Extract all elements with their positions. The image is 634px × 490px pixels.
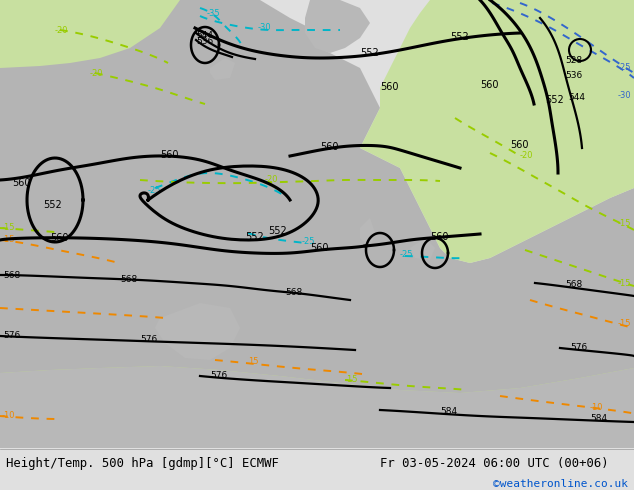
Text: 560: 560	[12, 178, 30, 188]
Text: 528: 528	[565, 56, 582, 65]
Text: 576: 576	[570, 343, 587, 352]
Text: 552: 552	[269, 226, 287, 236]
Text: 576: 576	[140, 335, 157, 344]
Text: -20: -20	[90, 69, 103, 78]
Polygon shape	[0, 366, 634, 448]
Polygon shape	[360, 218, 375, 248]
Text: -15: -15	[618, 279, 631, 288]
Text: 568: 568	[3, 271, 20, 280]
Text: 560: 560	[160, 150, 179, 160]
Text: 552: 552	[545, 95, 564, 105]
Text: 552: 552	[450, 32, 469, 42]
Text: 15: 15	[248, 357, 259, 366]
Text: 584: 584	[440, 407, 457, 416]
Text: 560: 560	[50, 233, 68, 243]
Polygon shape	[0, 366, 634, 448]
Text: 544: 544	[196, 31, 213, 40]
Text: 576: 576	[210, 371, 227, 380]
Text: 560: 560	[380, 82, 399, 92]
Text: 552: 552	[44, 200, 62, 210]
Text: 536: 536	[565, 71, 582, 80]
Text: 560: 560	[310, 243, 328, 253]
Polygon shape	[210, 58, 235, 80]
Text: -20: -20	[265, 175, 278, 184]
Polygon shape	[360, 0, 634, 263]
Text: 560: 560	[430, 232, 448, 242]
Text: -25: -25	[618, 63, 631, 72]
Text: -25: -25	[302, 237, 316, 246]
Text: 576: 576	[3, 331, 20, 340]
Text: -15: -15	[2, 223, 15, 232]
Text: -15: -15	[345, 375, 358, 384]
Text: 544: 544	[568, 93, 585, 102]
Text: -15: -15	[618, 319, 631, 328]
Text: -35: -35	[207, 9, 221, 18]
Text: Fr 03-05-2024 06:00 UTC (00+06): Fr 03-05-2024 06:00 UTC (00+06)	[380, 458, 609, 470]
Text: 560: 560	[510, 140, 529, 150]
Text: 560: 560	[480, 80, 498, 90]
Text: 552: 552	[360, 48, 378, 58]
Text: -15: -15	[2, 235, 15, 244]
Polygon shape	[410, 238, 435, 260]
Text: -25: -25	[400, 250, 413, 259]
Text: -15: -15	[618, 219, 631, 228]
Polygon shape	[155, 303, 240, 360]
Text: -20: -20	[520, 151, 533, 160]
Polygon shape	[0, 0, 634, 448]
Text: Height/Temp. 500 hPa [gdmp][°C] ECMWF: Height/Temp. 500 hPa [gdmp][°C] ECMWF	[6, 458, 279, 470]
Text: 536: 536	[196, 37, 213, 46]
Text: -30: -30	[258, 23, 271, 32]
Text: 568: 568	[120, 275, 137, 284]
Text: -10: -10	[590, 403, 604, 412]
Text: 568: 568	[285, 288, 302, 297]
Text: 552: 552	[245, 232, 264, 242]
Text: 560: 560	[320, 142, 339, 152]
Polygon shape	[0, 0, 180, 68]
Text: ©weatheronline.co.uk: ©weatheronline.co.uk	[493, 479, 628, 489]
Text: -10: -10	[2, 411, 15, 420]
Text: 568: 568	[565, 280, 582, 289]
Text: -20: -20	[55, 26, 68, 35]
Text: -30: -30	[618, 91, 631, 100]
Text: 584: 584	[590, 414, 607, 423]
Text: -25: -25	[148, 186, 162, 195]
Polygon shape	[305, 0, 370, 53]
